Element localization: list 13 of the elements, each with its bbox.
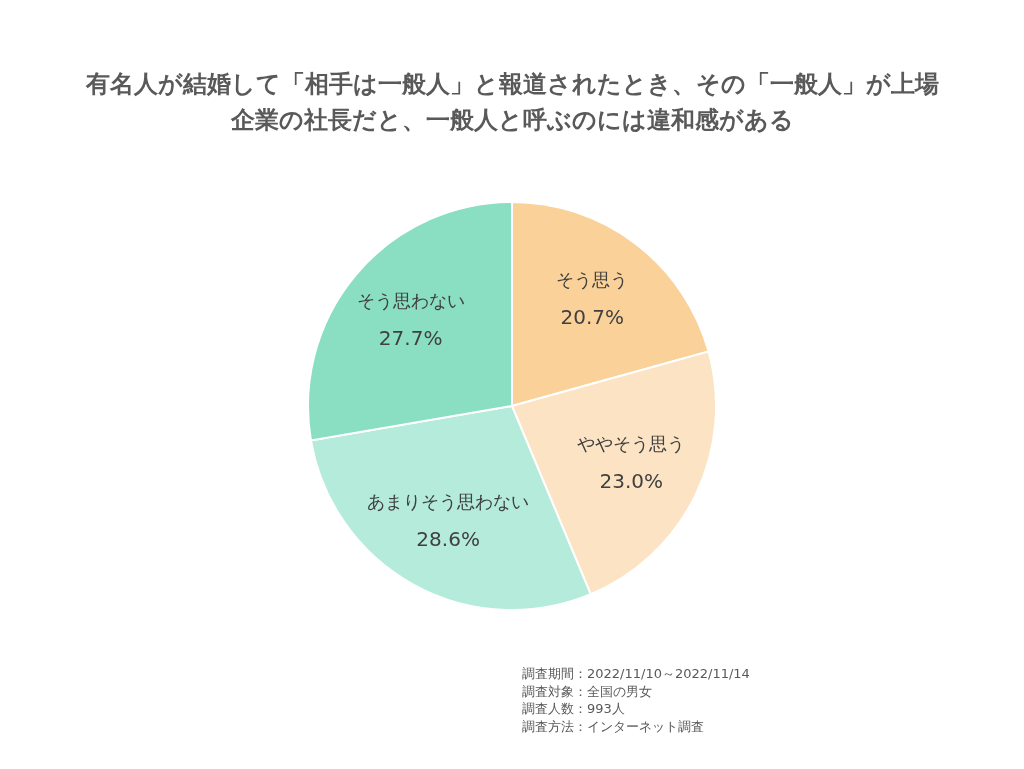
- chart-title: 有名人が結婚して「相手は一般人」と報道されたとき、その「一般人」が上場企業の社長だと、一般人と呼ぶのには違和感がある: [84, 70, 939, 134]
- slice-label: あまりそう思わない: [367, 491, 530, 513]
- text: 調査対象：全国の男女: [522, 683, 652, 699]
- data-label: 20.7%: [560, 305, 625, 330]
- data-label: 27.7%: [378, 325, 443, 350]
- slice-label: ややそう思う: [577, 432, 686, 454]
- text: 調査人数：993人: [522, 701, 625, 716]
- slice-label: そう思う: [556, 269, 629, 291]
- slice-label: そう思わない: [356, 289, 465, 311]
- data-label: 23.0%: [599, 468, 664, 493]
- text: 調査期間：2022/11/10～2022/11/14: [522, 666, 750, 681]
- data-label: 28.6%: [416, 527, 480, 552]
- text: 調査方法：インターネット調査: [522, 718, 704, 734]
